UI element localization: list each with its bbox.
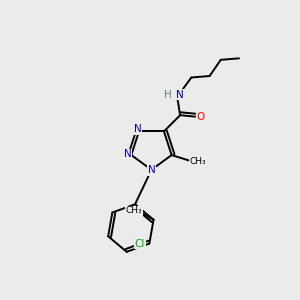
Text: O: O: [196, 112, 205, 122]
Text: CH₃: CH₃: [189, 157, 206, 166]
Text: N: N: [134, 124, 141, 134]
Text: H: H: [164, 90, 172, 100]
Text: CH₃: CH₃: [126, 206, 142, 215]
Text: N: N: [176, 90, 184, 100]
Text: N: N: [148, 165, 155, 175]
Text: Cl: Cl: [135, 238, 145, 248]
Text: N: N: [124, 149, 132, 160]
